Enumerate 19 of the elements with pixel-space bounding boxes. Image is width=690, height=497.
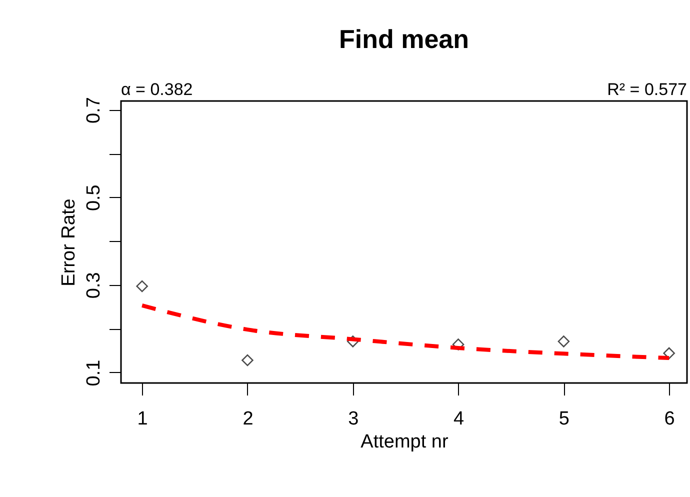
point (558, 336, 570, 348)
x-axis-title: Attempt nr (360, 432, 449, 452)
x-tick-label: 1 (137, 408, 148, 430)
x-tick-label: 5 (558, 408, 570, 430)
y-tick-label: 0.5 (84, 184, 104, 212)
y-tick-label: 0.7 (84, 97, 104, 124)
chart-title: Find mean (338, 24, 470, 54)
point (136, 280, 148, 292)
point (663, 347, 675, 360)
text: α = 0.382 (121, 80, 193, 99)
point (242, 354, 254, 366)
y-tick-label: 0.1 (84, 360, 104, 386)
x-tick-label: 2 (242, 408, 254, 430)
x-tick-label: 4 (453, 408, 464, 430)
text: R² = 0.577 (607, 80, 687, 99)
x-tick-label: 6 (664, 408, 675, 430)
y-tick-label: 0.3 (84, 272, 104, 299)
y-axis-title: Error Rate (58, 198, 80, 286)
x-tick-label: 3 (348, 408, 359, 430)
